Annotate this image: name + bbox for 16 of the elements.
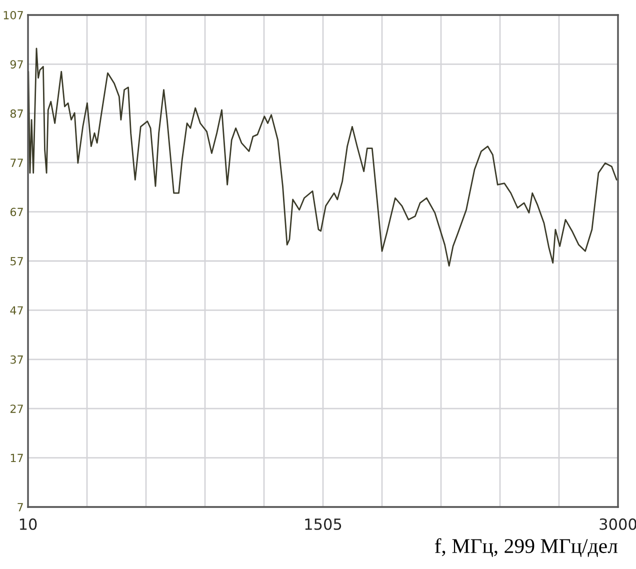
line-series xyxy=(28,48,618,267)
x-axis-title: f, МГц, 299 МГц/дел xyxy=(434,538,618,557)
x-tick-label: 1505 xyxy=(305,518,342,530)
y-tick-label: 107 xyxy=(4,10,23,20)
x-tick-label: 10 xyxy=(20,518,37,530)
y-tick-label: 27 xyxy=(10,404,23,413)
y-tick-label: 57 xyxy=(10,257,23,266)
y-tick-label: 17 xyxy=(10,454,23,462)
y-tick-label: 97 xyxy=(10,60,23,69)
y-tick-label: 87 xyxy=(10,109,23,118)
y-tick-label: 47 xyxy=(10,306,23,314)
y-tick-label: 37 xyxy=(10,355,23,364)
y-tick-label: 77 xyxy=(10,158,23,167)
x-tick-label: 3000 xyxy=(600,518,636,530)
y-tick-label: 67 xyxy=(10,208,23,216)
y-tick-label: 7 xyxy=(18,503,23,512)
